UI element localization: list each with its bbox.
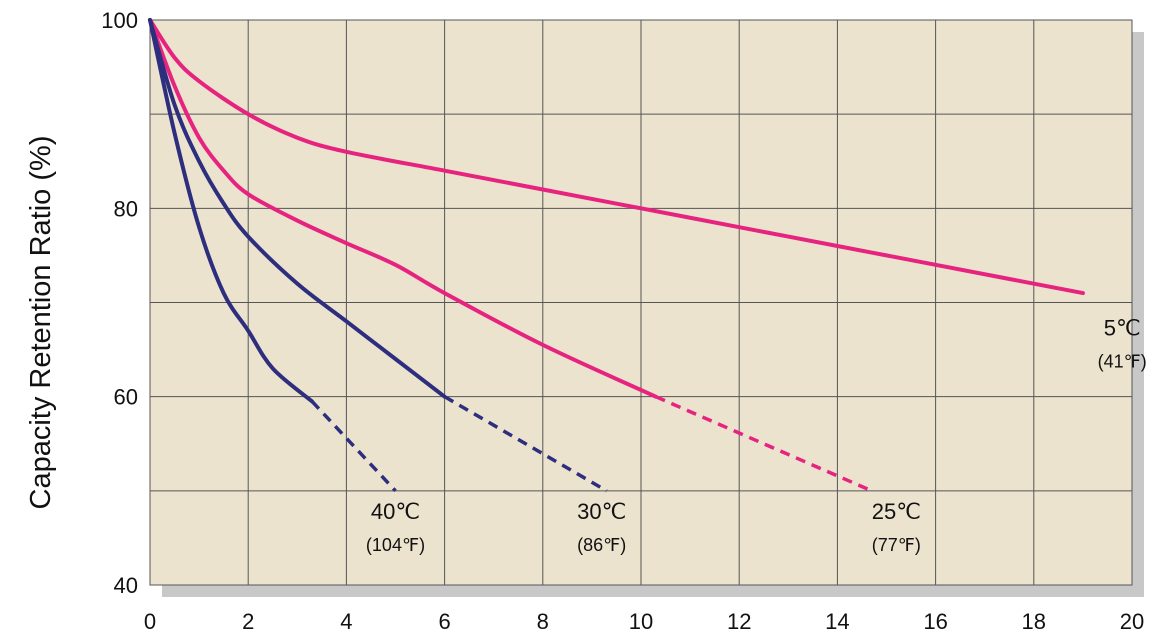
series-line-40c-projected (310, 400, 397, 493)
y-tick-label: 40 (114, 573, 138, 598)
x-tick-label: 12 (727, 609, 751, 634)
y-axis-label: Capacity Retention Ratio (%) (25, 136, 57, 510)
x-tick-label: 0 (144, 609, 156, 634)
x-tick-label: 10 (629, 609, 653, 634)
series-label-5c-fahrenheit: (41℉) (1098, 351, 1147, 371)
series-label-25c: 25℃ (872, 499, 921, 524)
series-label-5c: 5℃ (1104, 315, 1141, 340)
series-line-25c-projected (655, 395, 873, 493)
x-tick-label: 14 (825, 609, 849, 634)
series-line-25c (148, 18, 658, 399)
series-line-30c (148, 18, 447, 399)
series-label-30c: 30℃ (577, 499, 626, 524)
x-tick-label: 16 (923, 609, 947, 634)
y-tick-label: 80 (114, 196, 138, 221)
series-label-40c: 40℃ (371, 499, 420, 524)
y-tick-label: 100 (101, 8, 138, 33)
y-tick-label: 60 (114, 385, 138, 410)
x-tick-label: 2 (242, 609, 254, 634)
x-tick-label: 4 (340, 609, 352, 634)
series-line-30c-projected (443, 395, 608, 493)
x-tick-label: 6 (438, 609, 450, 634)
series-lines (148, 18, 1085, 493)
series-labels: 5℃ (41℉) 25℃ (77℉) 30℃ (86℉) 40℃ (104℉) (366, 315, 1147, 555)
x-tick-labels: 0 2 4 6 8 10 12 14 16 18 20 (144, 609, 1144, 634)
x-tick-label: 8 (537, 609, 549, 634)
series-label-25c-fahrenheit: (77℉) (872, 535, 921, 555)
series-line-40c (148, 18, 315, 404)
x-tick-label: 18 (1022, 609, 1046, 634)
series-label-40c-fahrenheit: (104℉) (366, 535, 425, 555)
y-tick-labels: 40 60 80 100 (101, 8, 138, 598)
x-tick-label: 20 (1120, 609, 1144, 634)
series-line-5c (148, 18, 1085, 296)
series-label-30c-fahrenheit: (86℉) (577, 535, 626, 555)
